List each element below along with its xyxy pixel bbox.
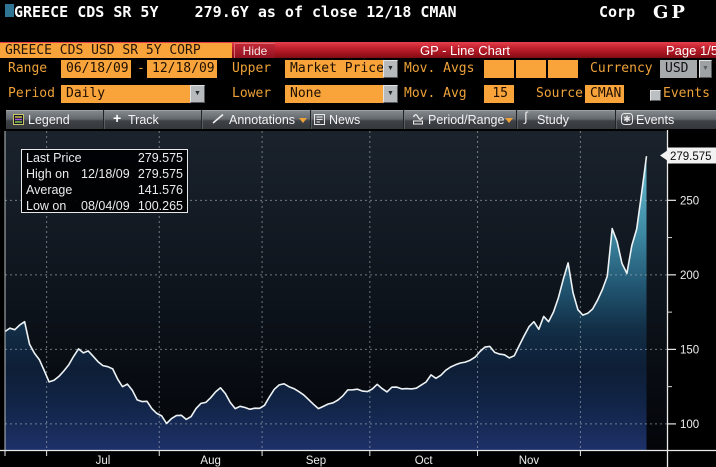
y-axis-label: 150 [680,344,699,356]
y-axis-label: 250 [680,195,699,207]
toolbar-button-study[interactable]: Study [537,113,569,127]
mov-avg-input-1[interactable] [484,60,514,78]
toolbar-button-news[interactable]: News [329,113,361,127]
command-text: GREECE CDS SR 5Y 279.6Y as of close 12/1… [14,3,457,21]
currency-select-arrow[interactable]: ▼ [699,60,712,78]
legend-label: High on [26,167,70,181]
toolbar-button-period-range[interactable]: Period/Range [428,113,505,127]
period-select[interactable]: Daily [61,85,190,103]
area-fill [5,156,647,450]
toolbar-button-track[interactable]: Track [128,113,159,127]
lower-select[interactable]: None [285,85,383,103]
legend-label: Last Price [26,151,82,165]
mov-avgs-label: Mov. Avgs [404,61,475,76]
legend-value: 100.265 [137,199,183,213]
mov-avg-period-input[interactable]: 15 [484,85,514,103]
mov-avg-input-2[interactable] [516,60,546,78]
toolbar-button-annotations[interactable]: Annotations [229,113,296,127]
pencil-icon [211,112,225,130]
toolbar-divider [615,110,617,129]
period-select-arrow[interactable]: ▼ [190,85,205,103]
period-range-icon [412,112,426,130]
events-label: Events [663,86,710,101]
toolbar-divider [516,110,518,129]
upper-label: Upper [232,61,272,76]
terminal-cursor [5,4,14,17]
legend-value: 279.575 [137,167,183,181]
upper-select[interactable]: Market Price [285,60,383,78]
mov-avg-label: Mov. Avg [404,86,467,101]
page-number[interactable]: Page 1/5 [666,43,716,58]
news-icon [314,112,325,130]
study-icon: ∫ [524,109,528,124]
legend-row-average: Average 141.576 [26,182,183,198]
lower-label: Lower [232,86,272,101]
range-to-input[interactable]: 12/18/09 [147,60,217,78]
chart-legend-box: Last Price 279.575 High on 12/18/09 279.… [21,149,188,213]
annotations-dropdown-icon[interactable] [299,118,307,123]
last-price-tag-value: 279.575 [670,151,712,163]
events-icon: ✱ [621,112,633,130]
legend-label: Average [26,183,73,197]
command-line[interactable]: GREECE CDS SR 5Y 279.6Y as of close 12/1… [0,0,716,42]
last-price-tag: 279.575 [660,147,716,164]
toolbar-divider [201,110,203,129]
source-label: Source [536,86,583,101]
x-axis-label: Sep [306,455,326,467]
function-code: GP [653,2,688,23]
price-line-path [4,156,648,425]
events-checkbox[interactable] [650,90,661,101]
source-input[interactable]: CMAN [585,85,624,103]
chart-toolbar [6,110,716,129]
legend-date: 12/18/09 [81,167,130,181]
upper-select-arrow[interactable]: ▼ [383,60,398,78]
y-axis-ticks: 250 200 150 100 [667,162,699,431]
y-axis-label: 100 [680,419,699,431]
range-from-input[interactable]: 06/18/09 [61,60,131,78]
axes [0,130,716,467]
legend-row-high: High on 12/18/09 279.575 [26,166,183,182]
price-line [4,156,648,425]
period-range-dropdown-icon[interactable] [505,118,513,123]
legend-row-low: Low on 08/04/09 100.265 [26,198,183,214]
hide-button[interactable]: Hide [234,43,275,58]
period-label: Period [8,86,55,101]
toolbar-divider [403,110,405,129]
range-separator: - [137,61,145,76]
menu-key: Corp [599,3,636,21]
x-axis-ticks: Jul Aug Sep Oct Nov [4,450,581,467]
page-title: GP - Line Chart [419,43,511,58]
toolbar-button-legend[interactable]: Legend [28,113,70,127]
svg-text:✱: ✱ [623,114,631,124]
legend-row-last-price: Last Price 279.575 [26,150,183,166]
range-label: Range [8,61,48,76]
toolbar-button-events[interactable]: Events [636,113,675,127]
security-name: GREECE CDS USD SR 5Y CORP [0,43,232,58]
x-axis-label: Aug [200,455,220,467]
y-axis-label: 200 [680,270,699,282]
legend-icon [13,112,24,130]
x-axis-label: Jul [96,455,111,467]
currency-select[interactable]: USD [660,60,697,78]
legend-value: 141.576 [137,183,183,197]
toolbar-divider [103,110,105,129]
lower-select-arrow[interactable]: ▼ [383,85,398,103]
toolbar-divider [310,110,312,129]
x-axis-label: Oct [415,455,434,467]
currency-label: Currency [590,61,653,76]
mov-avg-input-3[interactable] [548,60,578,78]
plus-icon: + [113,110,122,126]
legend-label: Low on [26,199,67,213]
x-axis-label: Nov [519,455,540,467]
legend-date: 08/04/09 [81,199,130,213]
legend-value: 279.575 [137,151,183,165]
